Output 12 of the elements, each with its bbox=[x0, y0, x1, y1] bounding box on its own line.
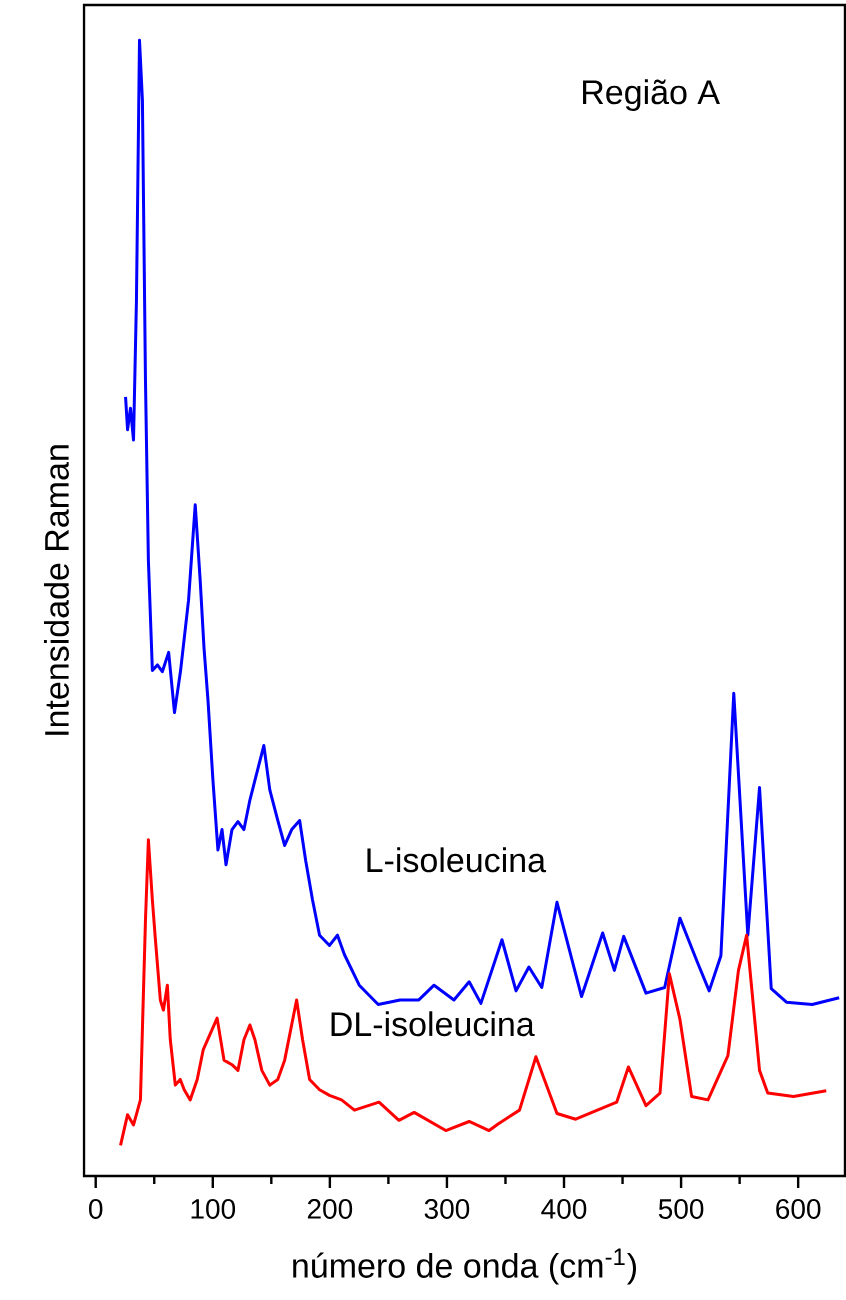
x-tick-label: 300 bbox=[424, 1199, 470, 1219]
annotation: Região A bbox=[583, 79, 720, 111]
x-tick-label: 200 bbox=[307, 1199, 353, 1219]
series-label: DL-isoleucina bbox=[331, 1011, 535, 1037]
x-tick-label: 400 bbox=[541, 1199, 587, 1219]
x-tick-label: 100 bbox=[191, 1199, 236, 1219]
y-axis-title: Intensidade Raman bbox=[43, 445, 69, 735]
x-tick-label: 0 bbox=[89, 1199, 103, 1219]
x-tick-label: 600 bbox=[776, 1199, 821, 1219]
x-tick-label: 500 bbox=[658, 1199, 704, 1219]
series-label: L-isoleucina bbox=[367, 847, 547, 873]
x-axis-title: número de onda (cm$^{-1}$) bbox=[293, 1248, 636, 1285]
